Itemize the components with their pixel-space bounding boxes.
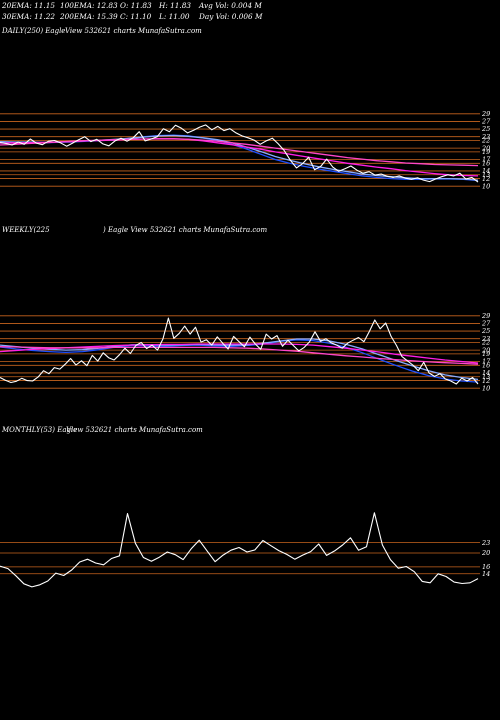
y-tick-label: 10 xyxy=(482,384,490,392)
y-tick-label: 27 xyxy=(481,118,491,126)
y-tick-label: 23 xyxy=(481,133,490,141)
y-tick-label: 25 xyxy=(481,327,490,335)
y-tick-label: 17 xyxy=(482,358,491,366)
header-day-vol: Day Vol: 0.006 M xyxy=(199,12,263,21)
y-tick-label: 10 xyxy=(482,182,490,190)
price-line xyxy=(0,512,479,588)
monthly-title-left: MONTHLY(53) Eagle xyxy=(2,426,78,434)
y-tick-label: 23 xyxy=(481,335,490,343)
header-close: C: 11.10 xyxy=(120,12,152,21)
ema-line-20ema xyxy=(0,339,479,383)
header-ema30: 30EMA: 11.22 xyxy=(2,12,56,21)
ema-line-200ema xyxy=(0,138,479,167)
header-ema100: 100EMA: 12.83 xyxy=(60,1,118,10)
price-line xyxy=(0,317,479,385)
y-tick-label: 20 xyxy=(481,346,490,354)
header-ema20: 20EMA: 11.15 xyxy=(2,1,56,10)
y-tick-label: 22 xyxy=(481,137,490,145)
ema-line-100ema xyxy=(0,343,479,364)
y-tick-label: 14 xyxy=(482,369,490,377)
header-open: O: 11.83 xyxy=(120,1,152,10)
y-tick-label: 29 xyxy=(481,110,490,118)
header-avg-vol: Avg Vol: 0.004 M xyxy=(199,1,262,10)
y-tick-label: 17 xyxy=(482,156,491,164)
y-tick-label: 22 xyxy=(481,339,490,347)
y-tick-label: 25 xyxy=(481,125,490,133)
y-tick-label: 20 xyxy=(481,549,490,557)
weekly-title-left: WEEKLY(225 xyxy=(2,226,50,234)
y-tick-label: 16 xyxy=(482,563,490,571)
weekly-title-right: ) Eagle View 532621 charts MunafaSutra.c… xyxy=(103,226,268,234)
ema-line-30ema xyxy=(0,338,479,381)
y-tick-label: 20 xyxy=(481,144,490,152)
y-tick-label: 12 xyxy=(482,377,490,385)
header-ema200: 200EMA: 15.39 xyxy=(60,12,118,21)
header-low: L: 11.00 xyxy=(159,12,190,21)
header-high: H: 11.83 xyxy=(159,1,192,10)
y-tick-label: 12 xyxy=(482,175,490,183)
price-line xyxy=(0,124,479,183)
daily-title-left: DAILY(250) Eagle xyxy=(2,27,66,35)
y-tick-label: 13 xyxy=(482,171,490,179)
y-tick-label: 19 xyxy=(482,350,490,358)
y-tick-label: 19 xyxy=(482,148,490,156)
monthly-title-right: View 532621 charts MunafaSutra.com xyxy=(66,426,203,434)
y-tick-label: 27 xyxy=(481,320,491,328)
y-tick-label: 16 xyxy=(482,160,490,168)
y-tick-label: 14 xyxy=(482,570,490,578)
y-tick-label: 16 xyxy=(482,362,490,370)
daily-title-right: View 532621 charts MunafaSutra.com xyxy=(65,27,202,35)
y-tick-label: 14 xyxy=(482,167,490,175)
y-tick-label: 13 xyxy=(482,373,490,381)
ema-line-200ema xyxy=(0,346,479,365)
y-tick-label: 29 xyxy=(481,312,490,320)
y-tick-label: 23 xyxy=(481,539,490,547)
